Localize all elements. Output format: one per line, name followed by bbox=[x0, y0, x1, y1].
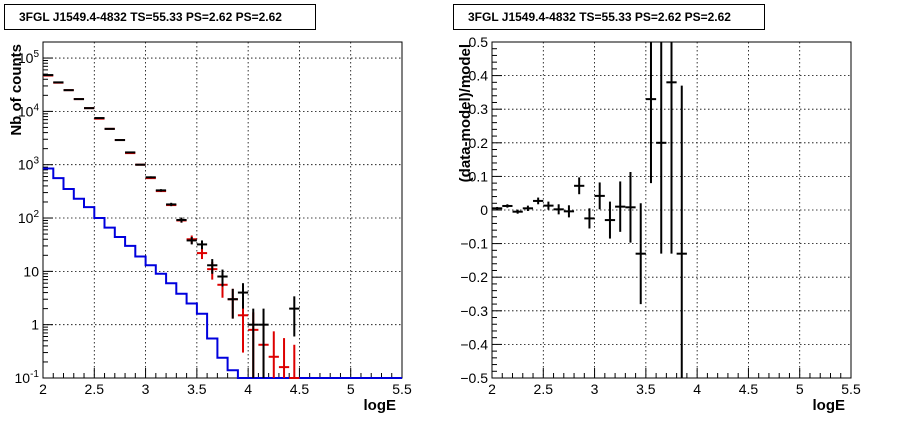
residual-point bbox=[492, 206, 503, 210]
residual-point bbox=[502, 204, 513, 208]
y-tick-label: 104 bbox=[18, 102, 40, 119]
red-model-point bbox=[278, 338, 290, 378]
y-tick-label: −0.4 bbox=[460, 336, 488, 352]
black-data-point bbox=[94, 117, 105, 120]
black-data-point bbox=[135, 163, 146, 166]
y-tick-base: 10 bbox=[18, 50, 34, 66]
black-data-point bbox=[237, 283, 249, 309]
black-data-point bbox=[155, 189, 167, 192]
y-tick-label: 0 bbox=[480, 202, 488, 218]
x-tick-label: 4.5 bbox=[739, 381, 759, 397]
black-data-point bbox=[166, 202, 177, 207]
residual-point bbox=[563, 205, 575, 218]
black-data-point bbox=[258, 308, 269, 378]
y-tick-label: 102 bbox=[18, 209, 40, 226]
residual-point bbox=[625, 172, 636, 243]
y-tick-label: 10-1 bbox=[15, 369, 40, 386]
residual-point bbox=[594, 182, 605, 210]
y-tick-label: 0.2 bbox=[469, 135, 489, 151]
y-tick-label: −0.1 bbox=[460, 236, 488, 252]
y-tick-base: 10 bbox=[15, 370, 31, 386]
y-tick-exponent: -1 bbox=[30, 369, 39, 380]
y-tick-exponent: 5 bbox=[33, 49, 39, 60]
residual-point bbox=[666, 42, 677, 254]
y-tick-exponent: 2 bbox=[33, 209, 39, 220]
red-model-point bbox=[237, 301, 249, 353]
x-tick-label: 5.5 bbox=[841, 381, 861, 397]
residual-point bbox=[676, 85, 687, 378]
black-data-point bbox=[196, 240, 208, 250]
y-tick-label: 1 bbox=[31, 317, 39, 333]
y-tick-exponent: 3 bbox=[33, 156, 39, 167]
x-axis-label: logE bbox=[813, 397, 846, 414]
x-tick-label: 4 bbox=[693, 381, 701, 397]
y-tick-base: 10 bbox=[18, 103, 34, 119]
black-data-point bbox=[227, 288, 238, 319]
y-tick-label: −0.3 bbox=[460, 303, 488, 319]
counts-chart: 2 2.5 3 3.5 4 4.5 5 5.5logE10-1110102103104105N… bbox=[8, 41, 412, 414]
black-data-point bbox=[186, 237, 197, 245]
y-tick-label: 0.4 bbox=[469, 68, 489, 84]
y-axis-label: (data-model)/model bbox=[457, 44, 474, 182]
plot-frame bbox=[42, 41, 403, 379]
x-tick-label: 3.5 bbox=[187, 381, 207, 397]
y-tick-label: 103 bbox=[18, 156, 40, 173]
red-model-point bbox=[289, 344, 300, 379]
x-tick-label: 2.5 bbox=[534, 381, 554, 397]
red-model-point bbox=[268, 331, 279, 378]
black-data-point bbox=[289, 296, 300, 337]
y-tick-label: 10 bbox=[23, 263, 39, 279]
residual-point bbox=[522, 205, 534, 212]
black-data-point bbox=[248, 308, 259, 378]
x-tick-label: 3 bbox=[591, 381, 599, 397]
y-tick-label: 0.3 bbox=[469, 101, 489, 117]
y-tick-base: 10 bbox=[18, 210, 34, 226]
black-data-point bbox=[217, 269, 228, 287]
x-tick-label: 5.5 bbox=[392, 381, 412, 397]
residual-point bbox=[543, 201, 554, 210]
y-tick-label: 0.5 bbox=[469, 34, 489, 50]
x-tick-label: 5 bbox=[796, 381, 804, 397]
black-data-point bbox=[125, 151, 136, 154]
y-tick-base: 1 bbox=[31, 317, 39, 333]
x-tick-label: 2 bbox=[488, 381, 496, 397]
x-tick-label: 2 bbox=[39, 381, 47, 397]
red-model-point bbox=[196, 248, 208, 260]
residual-point bbox=[604, 201, 616, 239]
residual-point bbox=[533, 197, 544, 205]
y-tick-label: 0.1 bbox=[469, 168, 489, 184]
residual-point bbox=[635, 203, 646, 305]
black-data-point bbox=[114, 139, 126, 142]
y-tick-label: −0.2 bbox=[460, 269, 488, 285]
residual-point bbox=[553, 204, 564, 215]
x-tick-label: 5 bbox=[347, 381, 355, 397]
y-tick-label: 105 bbox=[18, 49, 40, 66]
black-data-point bbox=[104, 127, 115, 130]
counts-chart-title: 3FGL J1549.4-4832 TS=55.33 PS=2.62 PS=2.… bbox=[4, 4, 316, 30]
residuals-chart-title: 3FGL J1549.4-4832 TS=55.33 PS=2.62 PS=2.… bbox=[453, 4, 765, 30]
residual-point bbox=[584, 208, 595, 229]
residual-point bbox=[512, 209, 523, 214]
blue-histogram-line bbox=[43, 167, 402, 379]
y-tick-exponent: 4 bbox=[33, 102, 39, 113]
residual-point bbox=[574, 177, 585, 195]
residual-point bbox=[656, 42, 667, 254]
x-axis-label: logE bbox=[364, 397, 397, 414]
x-tick-label: 4.5 bbox=[290, 381, 310, 397]
residual-point bbox=[615, 181, 626, 232]
x-tick-label: 2.5 bbox=[85, 381, 105, 397]
x-tick-label: 3.5 bbox=[636, 381, 656, 397]
black-data-point bbox=[207, 259, 218, 274]
y-tick-base: 10 bbox=[18, 157, 34, 173]
x-tick-label: 4 bbox=[244, 381, 252, 397]
x-tick-label: 3 bbox=[142, 381, 150, 397]
y-tick-label: −0.5 bbox=[460, 370, 488, 386]
black-data-point bbox=[176, 217, 187, 223]
y-tick-base: 10 bbox=[23, 263, 39, 279]
black-data-point bbox=[145, 176, 156, 179]
residual-point bbox=[645, 42, 657, 184]
y-axis-label: Nb of counts bbox=[8, 44, 25, 136]
